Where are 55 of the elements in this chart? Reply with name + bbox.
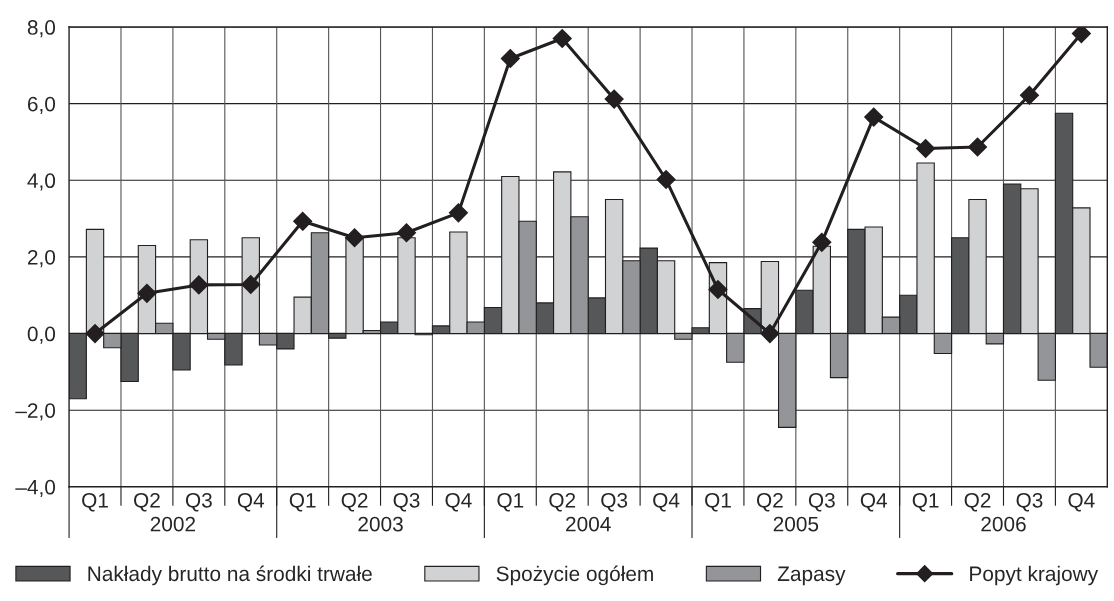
x-tick-label: Q3 — [185, 492, 212, 512]
point — [1019, 85, 1039, 105]
point — [656, 169, 676, 190]
point — [396, 223, 417, 243]
x-tick-label: Q4 — [1068, 492, 1095, 512]
point — [500, 48, 520, 68]
text: 2005 — [773, 516, 819, 532]
x-tick-label: Q4 — [653, 492, 680, 512]
x-tick-label: Q4 — [237, 492, 265, 512]
point — [708, 279, 728, 300]
x-tick-label: Q4 — [445, 492, 472, 512]
point — [448, 203, 468, 223]
x-tick-label: Q1 — [82, 492, 108, 512]
point — [864, 107, 884, 127]
text: 2004 — [566, 516, 611, 532]
point — [85, 324, 105, 344]
x-tick-label: Q1 — [912, 492, 939, 512]
x-tick-label: Q2 — [756, 492, 783, 512]
text: 2006 — [981, 516, 1026, 532]
x-tick-label: Q1 — [289, 492, 316, 512]
legend-label: Spożycie ogółem — [496, 565, 653, 586]
x-tick-label: Q1 — [497, 492, 524, 512]
x-tick-label: Q2 — [549, 492, 576, 512]
x-tick-label: Q3 — [393, 492, 420, 512]
point — [916, 138, 936, 159]
point — [345, 228, 365, 248]
y-tick-label: 2,0 — [27, 249, 56, 268]
y-tick-label: 0,0 — [27, 326, 56, 344]
y-tick-label: 8,0 — [27, 20, 56, 38]
x-tick-label: Q2 — [341, 492, 368, 512]
text: 2002 — [150, 516, 196, 532]
x-tick-label: Q1 — [705, 492, 731, 512]
x-tick-label: Q4 — [860, 492, 887, 512]
y-tick-label: 6,0 — [27, 96, 56, 114]
point — [189, 275, 209, 295]
x-tick-label: Q3 — [808, 492, 835, 512]
y-tick-label: 4,0 — [27, 173, 56, 191]
point — [137, 283, 157, 303]
x-tick-label: Q3 — [1016, 492, 1043, 512]
legend-label: Popyt krajowy — [970, 565, 1099, 586]
point — [760, 324, 780, 344]
point — [812, 232, 832, 252]
legend-label: Nakłady brutto na środki trwałe — [88, 565, 372, 586]
point — [241, 274, 261, 295]
y-tick-label: –2,0 — [15, 403, 56, 421]
point — [604, 89, 624, 109]
point — [968, 137, 988, 157]
y-tick-label: –4,0 — [15, 479, 56, 498]
x-tick-label: Q2 — [134, 492, 160, 512]
x-tick-label: Q2 — [964, 492, 991, 512]
text: 2003 — [358, 516, 403, 532]
x-tick-label: Q3 — [601, 492, 628, 512]
point — [552, 29, 572, 49]
point — [293, 211, 313, 231]
legend-label: Zapasy — [777, 566, 846, 586]
